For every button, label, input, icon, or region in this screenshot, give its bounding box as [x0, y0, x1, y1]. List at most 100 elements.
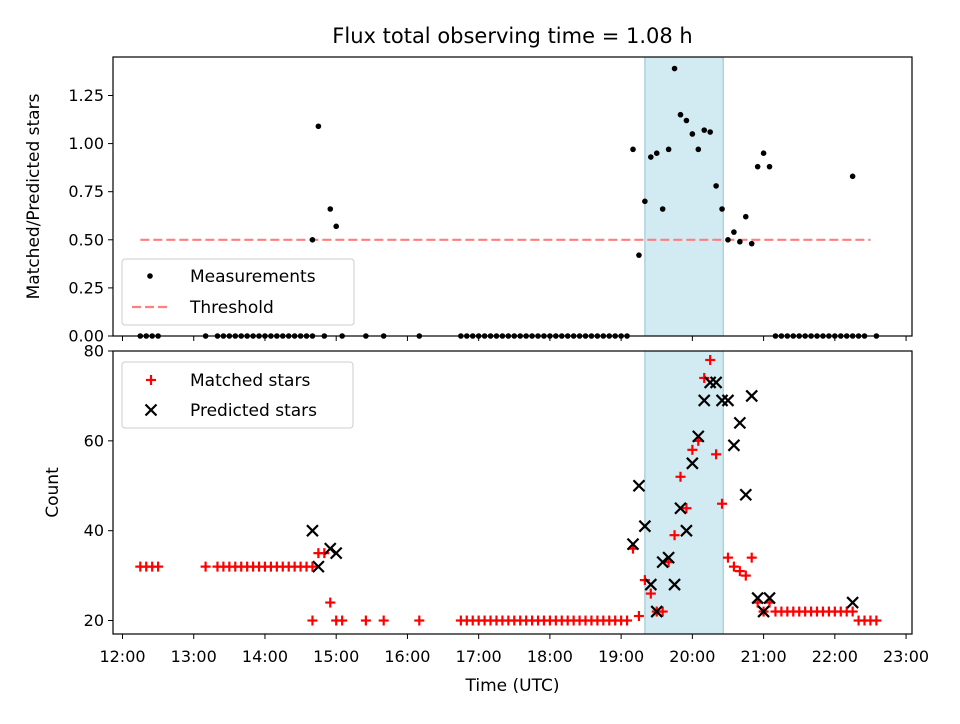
measurement-point [742, 213, 749, 220]
predicted-star-point [846, 596, 859, 609]
cross-stroke-b [680, 524, 693, 537]
cross-stroke-b [668, 578, 681, 591]
matched-star-point [728, 561, 739, 572]
matched-star-point [734, 566, 745, 577]
matched-star-point [740, 570, 751, 581]
legend-cross-glyph [144, 403, 158, 417]
predicted-star-point [680, 524, 693, 537]
predicted-star-point [745, 389, 759, 403]
cross-stroke-b [638, 519, 652, 533]
measurement-point [642, 198, 648, 205]
measurement-point [333, 223, 339, 230]
predicted-star-point [733, 416, 747, 430]
legend-predicted-label: Predicted stars [190, 401, 317, 421]
measurement-point [713, 183, 719, 189]
predicted-star-point [644, 578, 658, 591]
bottom-legend: Matched stars Predicted stars [121, 361, 354, 429]
predicted-star-point [727, 439, 741, 452]
matched-star-point [325, 597, 336, 608]
predicted-star-point [739, 488, 753, 502]
cross-stroke-b [733, 416, 747, 430]
cross-stroke-b [329, 546, 343, 560]
top-legend: Measurements Threshold [121, 258, 355, 326]
predicted-star-point [692, 430, 705, 443]
matched-star-point [153, 561, 164, 572]
predicted-star-point [632, 479, 646, 493]
cross-stroke-b [697, 394, 711, 407]
measurement-point [636, 252, 642, 258]
cross-stroke-b [739, 488, 753, 502]
matched-star-point [337, 615, 348, 626]
measurement-point [677, 111, 684, 118]
bottom-xtick-label: 15:00 [313, 647, 359, 666]
measurement-point [725, 236, 731, 243]
legend-plus-glyph [146, 375, 156, 385]
predicted-star-point [751, 591, 764, 605]
measurement-point [707, 129, 713, 135]
bottom-xtick-label: 17:00 [456, 647, 502, 666]
matched-star-point [871, 615, 882, 626]
predicted-star-point [709, 376, 723, 389]
matched-star-point [622, 615, 633, 626]
bottom-xtick-label: 20:00 [669, 647, 715, 666]
top-y-axis: 0.00 0.25 0.50 0.75 1.00 1.25 [68, 86, 113, 346]
bottom-ytick-label: 20 [84, 611, 104, 630]
cross-stroke-b [306, 524, 319, 537]
count-series [135, 354, 882, 626]
top-legend-box [121, 258, 355, 326]
predicted-star-point [329, 546, 343, 560]
predicted-star-point [312, 560, 325, 573]
legend-measurements-label: Measurements [190, 267, 316, 287]
matched-star-point [378, 615, 389, 626]
measurement-point [754, 163, 761, 170]
measurement-point [659, 206, 666, 212]
top-ytick-label: 0.75 [68, 182, 104, 201]
cross-stroke-b [846, 596, 859, 609]
matched-star-point [307, 615, 318, 626]
bottom-xtick-label: 16:00 [384, 647, 430, 666]
matched-star-point [681, 503, 692, 514]
matched-star-point [307, 561, 318, 572]
cross-stroke-b [757, 605, 770, 618]
legend-matched-label: Matched stars [190, 371, 310, 391]
top-panel: 0.00 0.25 0.50 0.75 1.00 1.25 Flux total obse… [24, 24, 913, 346]
measurement-point [315, 123, 322, 130]
measurement-point [630, 146, 636, 153]
cross-stroke-b [727, 439, 741, 452]
top-x-ticks [121, 336, 907, 341]
cross-stroke-b [674, 501, 687, 515]
predicted-star-point [638, 519, 652, 533]
measurement-point [849, 173, 856, 180]
bottom-ytick-label: 80 [84, 342, 104, 361]
matched-star-point [722, 552, 733, 563]
cross-stroke-b [745, 389, 759, 403]
bottom-ytick-label: 60 [84, 431, 104, 450]
measurement-point [760, 150, 767, 157]
bottom-xtick-label: 22:00 [812, 647, 858, 666]
top-y-axis-label: Matched/Predicted stars [24, 93, 44, 299]
predicted-star-point [763, 591, 776, 605]
cross-stroke-b [650, 605, 664, 618]
matched-star-point [200, 561, 211, 572]
measurement-point [701, 127, 708, 133]
predicted-star-point [686, 457, 699, 470]
measurement-point [327, 206, 334, 212]
bottom-xtick-label: 14:00 [242, 647, 288, 666]
measurement-point [695, 146, 702, 153]
cross-stroke-b [662, 551, 675, 564]
cross-stroke-b [626, 537, 640, 551]
matched-star-point [675, 471, 686, 482]
measurement-point [766, 163, 773, 170]
bottom-xtick-label: 23:00 [883, 647, 929, 666]
matched-star-point [705, 354, 716, 365]
matched-star-point [717, 498, 728, 509]
bottom-legend-box [121, 361, 354, 429]
bottom-y-axis-label: Count [43, 467, 63, 518]
predicted-star-point [662, 551, 675, 564]
matched-star-point [657, 606, 668, 617]
bottom-plot-frame [112, 350, 913, 635]
top-ytick-label: 0.00 [68, 327, 104, 346]
